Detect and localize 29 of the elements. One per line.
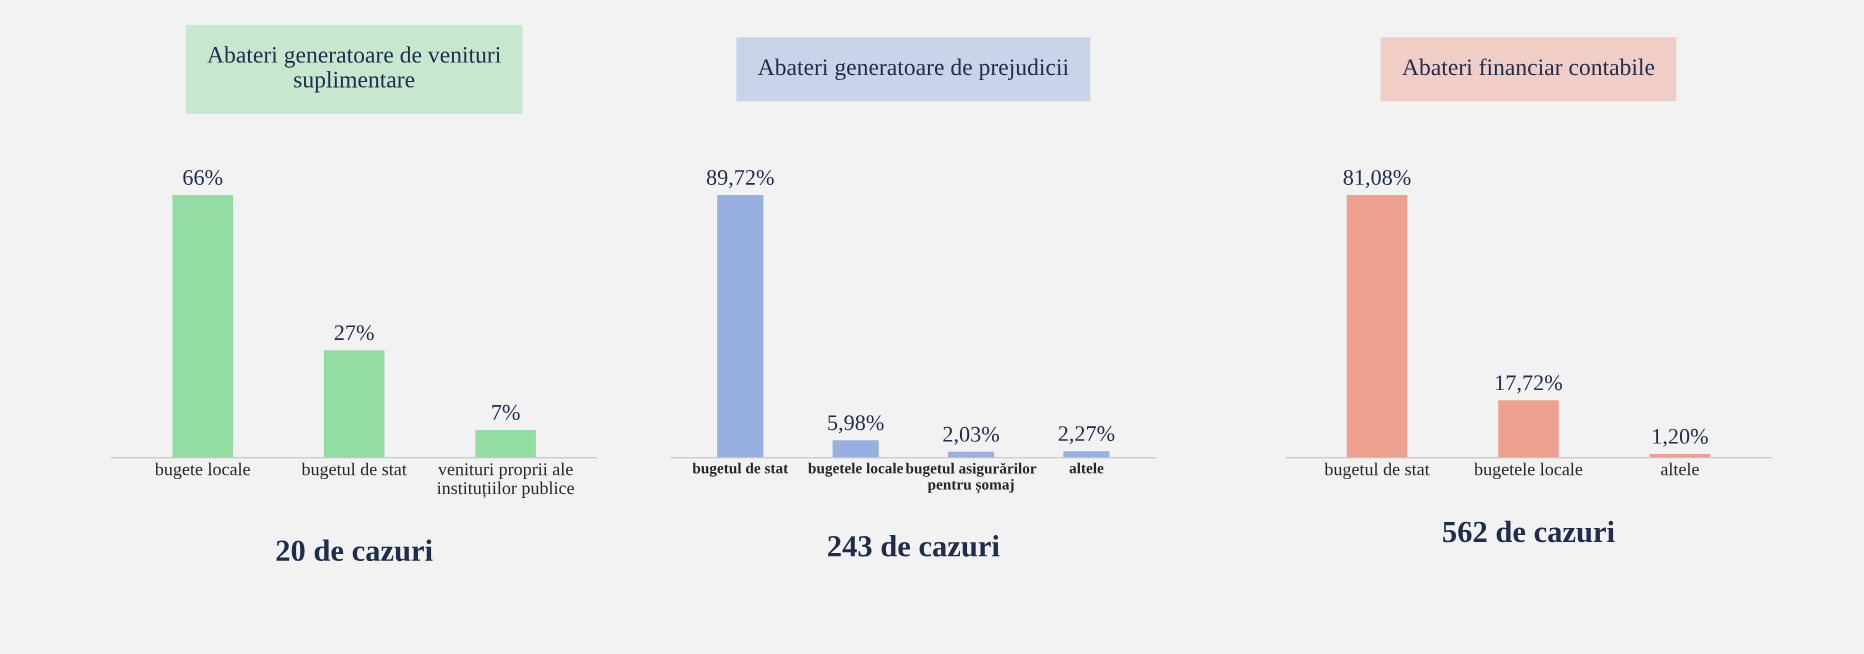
x-tick-label: bugetele locale	[808, 462, 903, 477]
x-tick-label: altele	[1661, 462, 1699, 476]
x-axis-title: 562 de cazuri	[1443, 520, 1615, 543]
x-axis-title: 243 de cazuri	[828, 535, 1000, 557]
data-label: 81,08%	[1343, 169, 1411, 189]
bar	[1063, 451, 1110, 458]
data-label: 27%	[334, 325, 374, 341]
x-tick-label: venituri proprii ale instituțiilor publice	[437, 462, 574, 498]
data-label: 17,72%	[1496, 375, 1562, 394]
x-tick-label: bugetul de stat	[692, 462, 789, 477]
x-tick-label: bugetul asigurărilor pentru șomaj	[905, 462, 1037, 494]
bar	[832, 440, 879, 458]
x-tick-label: bugete locale	[154, 462, 250, 480]
data-label: 7%	[492, 404, 520, 420]
chart-title: Abateri generatoare de prejudicii	[757, 58, 1069, 81]
data-label: 89,72%	[706, 169, 774, 189]
chart-title: Abateri financiar contabile	[1402, 58, 1655, 76]
bar	[717, 195, 764, 458]
data-label: 5,98%	[828, 415, 884, 434]
data-label: 2,03%	[943, 426, 999, 445]
x-axis-title: 20 de cazuri	[276, 539, 433, 562]
data-label: 66%	[183, 169, 223, 186]
chart-title: Abateri generatoare de venituri suplimentare	[207, 46, 501, 93]
data-label: 2,27%	[1058, 426, 1115, 445]
data-label: 1,20%	[1653, 428, 1708, 448]
x-tick-label: altele	[1069, 462, 1104, 474]
x-tick-label: bugetul de stat	[301, 462, 407, 480]
x-tick-label: bugetele locale	[1474, 462, 1583, 480]
x-tick-label: bugetul de stat	[1324, 462, 1430, 480]
